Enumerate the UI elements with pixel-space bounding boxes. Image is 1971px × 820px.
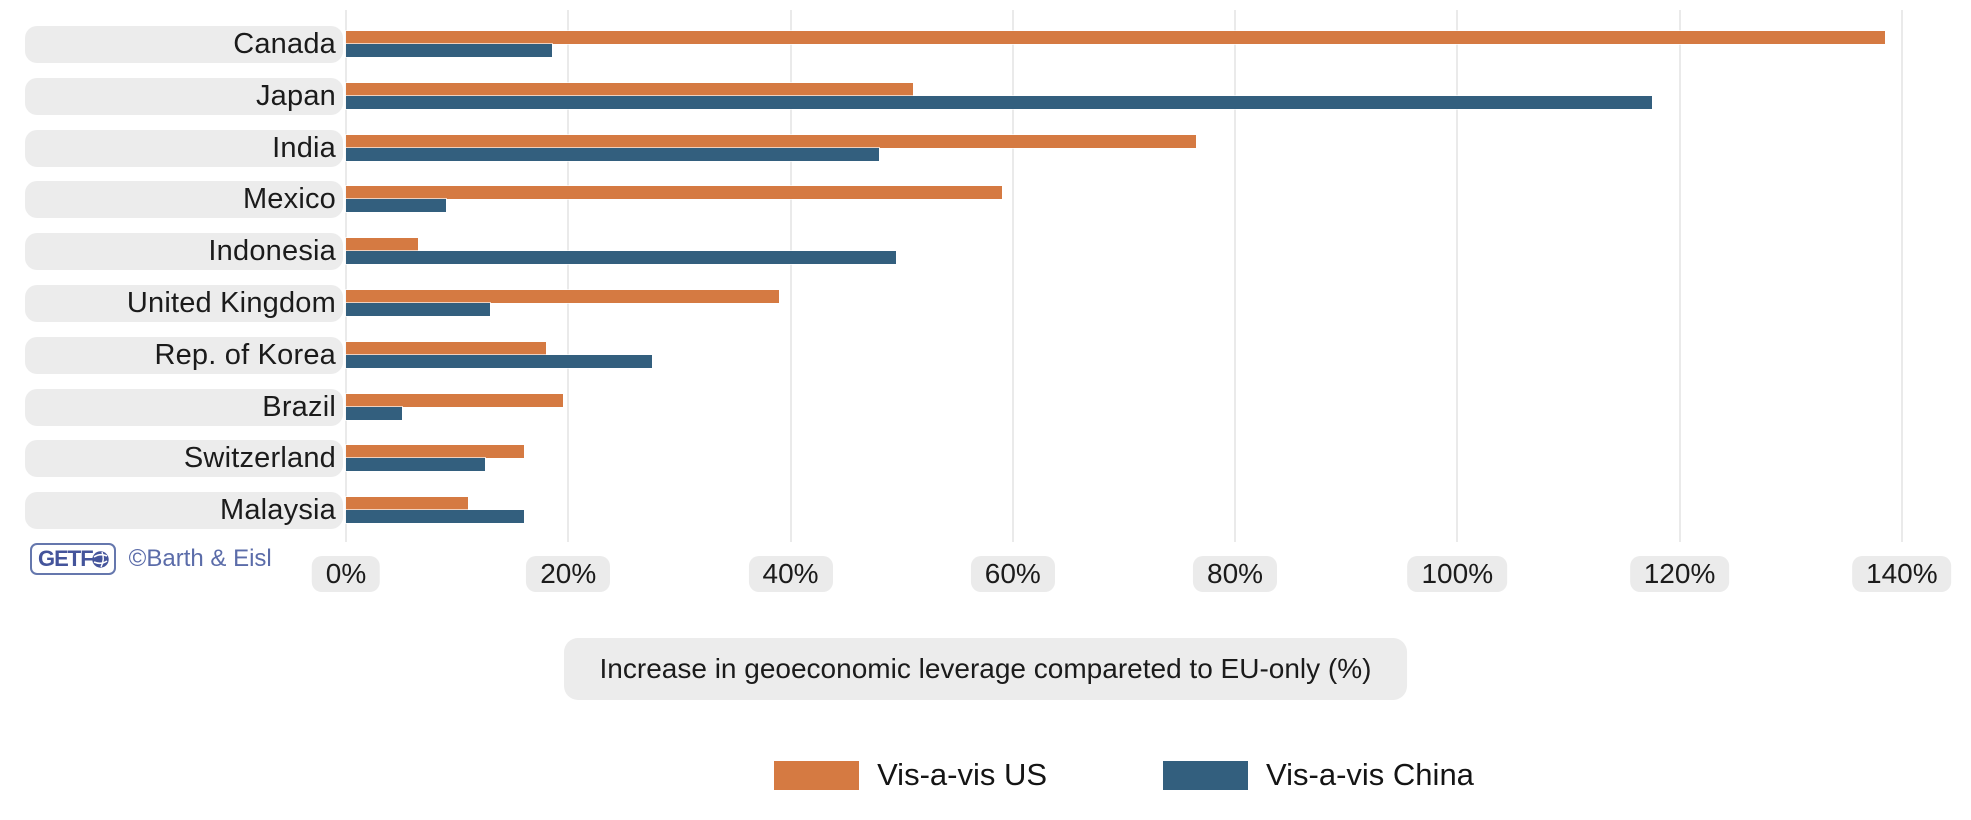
legend: Vis-a-vis US Vis-a-vis China [346,757,1902,793]
category-label: Brazil [262,390,336,423]
category-label-pill: Brazil [25,388,343,426]
bar-vis-a-vis-china-india [346,147,880,161]
bar-vis-a-vis-china-malaysia [346,510,524,524]
category-label-pill: India [25,129,343,167]
x-tick-label: 20% [526,556,611,592]
getf-logo: GETF [30,543,116,575]
bar-vis-a-vis-us-japan [346,82,913,96]
category-label-pill: Rep. of Korea [25,336,343,374]
gridline [567,10,570,542]
bar-vis-a-vis-us-malaysia [346,497,469,511]
bar-vis-a-vis-us-switzerland [346,445,524,459]
legend-label: Vis-a-vis US [877,757,1048,792]
bar-vis-a-vis-china-rep-of-korea [346,354,652,368]
category-label: Indonesia [208,235,336,268]
x-tick-label: 140% [1852,556,1952,592]
legend-swatch-vis-a-vis-china [1163,760,1249,790]
x-axis-label-text: Increase in geoeconomic leverage compare… [599,653,1372,684]
x-tick-label: 40% [748,556,833,592]
category-label-pill: United Kingdom [25,285,343,322]
bar-vis-a-vis-us-canada [346,31,1886,44]
category-label: Malaysia [219,494,336,527]
category-label: India [272,131,336,164]
category-label-pill: Mexico [25,181,343,219]
bar-vis-a-vis-us-indonesia [346,238,419,252]
gridline [1900,10,1903,542]
gridline [1234,10,1237,542]
x-tick-label: 80% [1193,556,1278,592]
bar-vis-a-vis-us-united-kingdom [346,290,780,303]
category-label-pill: Canada [25,26,343,63]
legend-swatch-vis-a-vis-us [774,760,860,790]
bar-vis-a-vis-us-brazil [346,393,563,407]
footer-brand: GETF ©Barth & Eisl [30,541,272,577]
x-tick-label: 120% [1629,556,1730,592]
category-label: Canada [233,28,336,60]
bar-vis-a-vis-china-united-kingdom [346,303,491,316]
legend-item-vis-a-vis-us: Vis-a-vis US [774,757,1047,793]
category-label-pill: Indonesia [25,233,343,271]
gridline [1678,10,1681,542]
bar-vis-a-vis-china-brazil [346,406,402,420]
gridline [1011,10,1014,542]
category-label-pill: Switzerland [25,440,343,478]
x-axis-label: Increase in geoeconomic leverage compare… [563,638,1408,700]
x-tick-label: 0% [311,556,381,592]
category-label-pill: Japan [25,77,343,115]
bar-vis-a-vis-china-switzerland [346,458,485,472]
bar-vis-a-vis-us-rep-of-korea [346,341,547,355]
bar-vis-a-vis-us-india [346,134,1197,148]
category-label: United Kingdom [126,287,336,319]
bar-vis-a-vis-us-mexico [346,186,1002,200]
category-label: Rep. of Korea [154,338,336,371]
getf-logo-text: GETF [38,546,94,571]
category-label-pill: Malaysia [25,492,343,530]
category-label: Mexico [242,183,336,216]
x-tick-label: 100% [1407,556,1508,592]
category-label: Switzerland [183,442,336,475]
legend-item-vis-a-vis-china: Vis-a-vis China [1163,757,1474,793]
legend-label: Vis-a-vis China [1266,757,1474,792]
bar-vis-a-vis-china-canada [346,44,552,57]
bar-vis-a-vis-china-indonesia [346,251,897,265]
gridline [789,10,792,542]
credit-text: ©Barth & Eisl [128,545,272,572]
x-tick-label: 60% [970,556,1055,592]
bar-vis-a-vis-china-japan [346,95,1652,109]
gridline [1456,10,1459,542]
category-label: Japan [255,79,336,112]
bar-vis-a-vis-china-mexico [346,199,447,213]
globe-icon [91,550,109,568]
gridline [345,10,347,542]
